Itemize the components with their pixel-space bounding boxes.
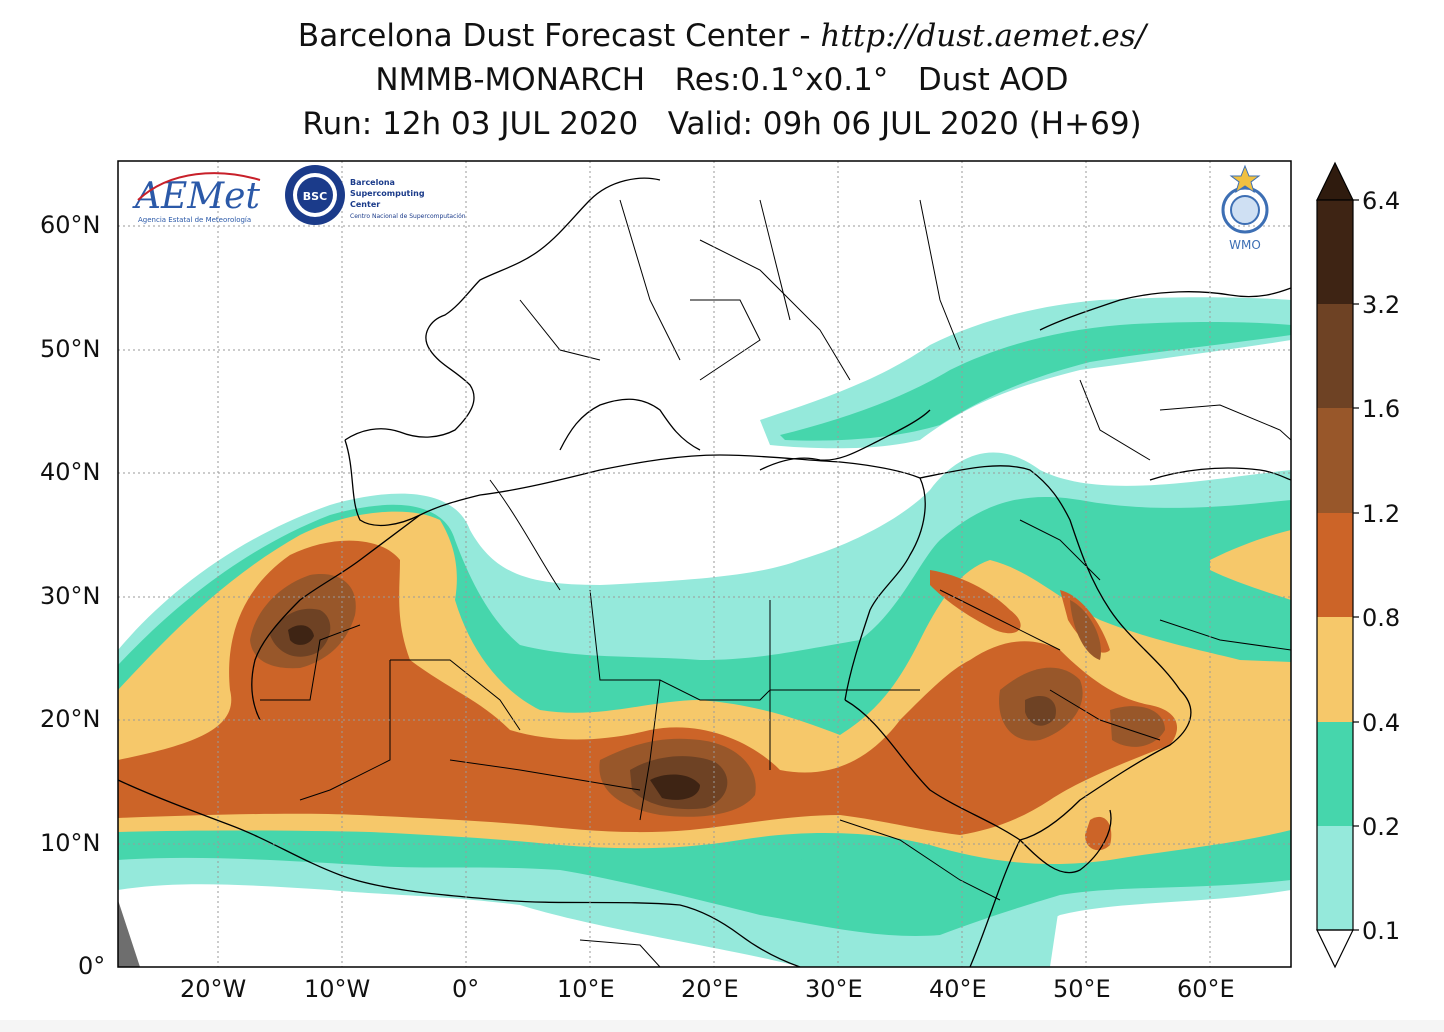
lon-label: 0° bbox=[452, 975, 480, 1003]
aod-band-3.2-6.4 bbox=[288, 625, 700, 800]
colorbar-segment-1.6 bbox=[1317, 408, 1353, 513]
colorbar-segment-0.4 bbox=[1317, 722, 1353, 826]
colorbar-label: 6.4 bbox=[1362, 187, 1401, 215]
colorbar-label: 1.6 bbox=[1362, 395, 1401, 423]
colorbar-segment-0.2 bbox=[1317, 826, 1353, 930]
colorbar-label: 1.2 bbox=[1362, 500, 1401, 528]
lon-label: 50°E bbox=[1053, 975, 1111, 1003]
lon-label: 40°E bbox=[929, 975, 987, 1003]
colorbar bbox=[1316, 161, 1359, 969]
coastlines bbox=[118, 177, 1291, 967]
colorbar-segment-1.2 bbox=[1317, 513, 1353, 617]
no-data-corner bbox=[118, 900, 140, 967]
title-line-3: Run: 12h 03 JUL 2020 Valid: 09h 06 JUL 2… bbox=[0, 102, 1444, 146]
lat-label: 40°N bbox=[40, 458, 101, 486]
lon-label: 20°W bbox=[180, 975, 247, 1003]
svg-text:WMO: WMO bbox=[1229, 238, 1261, 252]
colorbar-over-triangle bbox=[1316, 161, 1354, 201]
svg-text:Center: Center bbox=[350, 200, 380, 209]
title-line-2: NMMB-MONARCH Res:0.1°x0.1° Dust AOD bbox=[0, 58, 1444, 102]
colorbar-label: 0.4 bbox=[1362, 709, 1401, 737]
colorbar-segment-6.4 bbox=[1317, 200, 1353, 304]
svg-text:Agencia Estatal de Meteorologí: Agencia Estatal de Meteorología bbox=[138, 216, 251, 224]
bsc-logo: BSC Barcelona Supercomputing Center Cent… bbox=[285, 165, 466, 225]
lat-label: 50°N bbox=[40, 335, 101, 363]
lon-label: 10°W bbox=[304, 975, 371, 1003]
lon-label: 10°E bbox=[557, 975, 615, 1003]
aemet-logo: AEMet Agencia Estatal de Meteorología bbox=[132, 172, 260, 224]
svg-text:Barcelona: Barcelona bbox=[350, 178, 395, 187]
lat-label: 0° bbox=[78, 952, 106, 980]
map-title: Barcelona Dust Forecast Center - http://… bbox=[0, 14, 1444, 146]
svg-text:BSC: BSC bbox=[303, 190, 327, 203]
lon-label: 60°E bbox=[1177, 975, 1235, 1003]
svg-text:Supercomputing: Supercomputing bbox=[350, 189, 425, 198]
footer-strip bbox=[0, 1020, 1444, 1032]
title-run-valid: Run: 12h 03 JUL 2020 Valid: 09h 06 JUL 2… bbox=[302, 106, 1142, 142]
wmo-logo: WMO bbox=[1221, 164, 1269, 252]
lat-label: 30°N bbox=[40, 582, 101, 610]
lat-label: 20°N bbox=[40, 705, 101, 733]
title-center-name: Barcelona Dust Forecast Center - bbox=[297, 18, 821, 54]
wmo-star-icon bbox=[1229, 164, 1261, 194]
title-url: http://dust.aemet.es/ bbox=[820, 18, 1147, 54]
colorbar-segment-0.8 bbox=[1317, 617, 1353, 722]
colorbar-label: 0.1 bbox=[1362, 917, 1401, 945]
lat-label: 10°N bbox=[40, 829, 101, 857]
colorbar-label: 0.2 bbox=[1362, 813, 1401, 841]
svg-text:Centro Nacional de Supercomput: Centro Nacional de Supercomputación bbox=[350, 213, 466, 220]
colorbar-label: 0.8 bbox=[1362, 604, 1401, 632]
svg-text:AEMet: AEMet bbox=[132, 176, 260, 217]
map-frame bbox=[117, 160, 1292, 968]
title-model: NMMB-MONARCH Res:0.1°x0.1° Dust AOD bbox=[375, 62, 1069, 98]
graticule bbox=[118, 161, 1291, 967]
lon-label: 30°E bbox=[805, 975, 863, 1003]
title-line-1: Barcelona Dust Forecast Center - http://… bbox=[0, 14, 1444, 58]
colorbar-under-triangle bbox=[1316, 929, 1354, 969]
colorbar-segment-3.2 bbox=[1317, 304, 1353, 408]
lat-label: 60°N bbox=[40, 211, 101, 239]
colorbar-label: 3.2 bbox=[1362, 291, 1401, 319]
lon-label: 20°E bbox=[681, 975, 739, 1003]
map-area bbox=[118, 161, 1291, 967]
